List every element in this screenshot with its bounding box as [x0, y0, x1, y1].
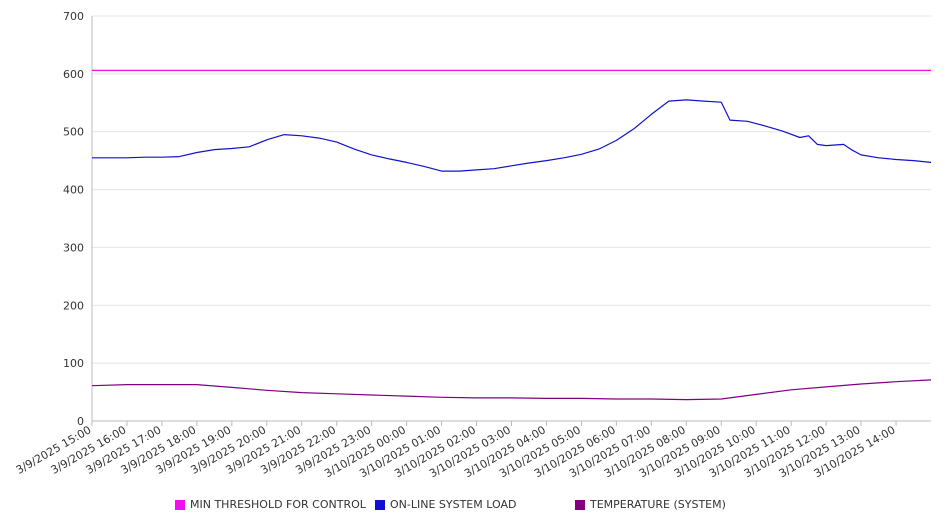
y-tick-label: 700: [63, 10, 84, 23]
legend-item-system-load[interactable]: ON-LINE SYSTEM LOAD: [375, 498, 516, 511]
y-tick-label: 500: [63, 126, 84, 139]
x-axis: 3/9/2025 15:003/9/2025 16:003/9/2025 17:…: [14, 420, 931, 480]
y-tick-label: 600: [63, 68, 84, 81]
legend-item-temperature[interactable]: TEMPERATURE (SYSTEM): [575, 498, 726, 511]
series-lines: [91, 69, 932, 401]
series-line-2: [91, 379, 932, 401]
legend: MIN THRESHOLD FOR CONTROL ON-LINE SYSTEM…: [0, 498, 946, 518]
grid-lines: [92, 15, 931, 422]
y-tick-label: 0: [77, 415, 84, 428]
legend-label: MIN THRESHOLD FOR CONTROL: [190, 498, 366, 511]
y-tick-label: 400: [63, 184, 84, 197]
legend-swatch: [175, 499, 185, 510]
y-axis: 0 100 200 300 400 500 600 700: [63, 10, 93, 428]
y-tick-label: 200: [63, 299, 84, 312]
series-line-1: [92, 99, 932, 172]
legend-label: TEMPERATURE (SYSTEM): [590, 498, 726, 511]
y-tick-label: 100: [63, 357, 84, 370]
y-tick-label: 300: [63, 241, 84, 254]
legend-label: ON-LINE SYSTEM LOAD: [390, 498, 517, 511]
legend-swatch: [575, 499, 585, 510]
legend-item-threshold[interactable]: MIN THRESHOLD FOR CONTROL: [175, 498, 366, 511]
legend-swatch: [375, 499, 385, 510]
